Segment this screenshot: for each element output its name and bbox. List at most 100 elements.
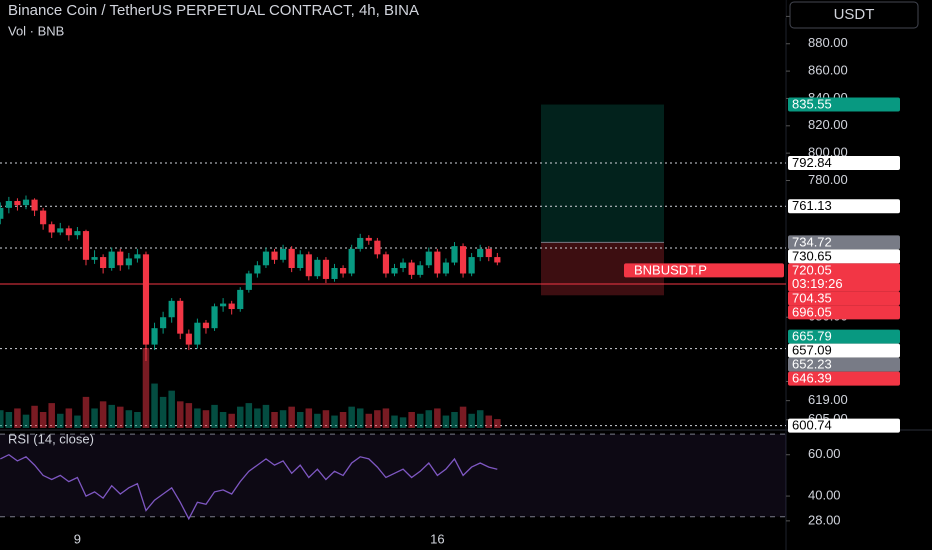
volume-bar [228,413,235,428]
candle-body [417,265,424,275]
candle-body [477,248,484,258]
candle-body [168,300,175,318]
y-tick-label: 619.00 [808,392,848,407]
candle-body [254,265,261,274]
target-zone [541,104,664,243]
volume-bar [142,348,150,428]
volume-bar [108,404,115,428]
volume-bar [391,415,398,428]
price-label: 734.72 [792,234,832,249]
candle-body [451,246,458,263]
candle-body [425,251,432,266]
price-label: 792.84 [792,155,832,170]
candle-body [322,259,330,279]
price-label-bg [788,155,900,170]
volume-bar [459,406,467,428]
rsi-line [0,453,498,521]
volume-bar [408,412,415,428]
candle-body [408,262,415,275]
volume-bar [91,408,98,428]
y-tick-label: 28.00 [808,512,841,527]
rsi-band-fill [0,434,786,517]
volume-bar [57,413,64,428]
candle-body [177,300,184,334]
volume-bar [168,390,175,428]
candle-body [365,237,372,241]
volume-bar [31,405,38,428]
price-label-bg [788,343,900,358]
volume-bar [202,410,210,428]
y-tick-label: 820.00 [808,117,848,132]
volume-bar [236,406,244,428]
volume-bar [476,410,484,428]
volume-bar [151,383,158,428]
candle-body [331,268,338,279]
volume-bar [271,412,278,428]
candle-body [271,251,278,260]
chart-title: Binance Coin / TetherUS PERPETUAL CONTRA… [8,2,419,19]
price-label: 835.55 [792,96,832,111]
y-tick-label: 60.00 [808,446,841,461]
candle-body [314,259,321,277]
candle-body [100,257,107,269]
candle-body [40,210,47,225]
price-label: 761.13 [792,198,832,213]
volume-bar [442,415,450,428]
symbol-label-bg [624,263,784,278]
header-bg [0,0,786,18]
candle-body [202,322,210,329]
volume-bar [468,413,475,428]
price-label-bg [788,235,900,250]
plot: 900.00880.00860.00840.00820.00800.00780.… [0,0,919,546]
price-label-bg [788,329,900,344]
volume-bar [5,412,13,428]
y-tick-label: 40.00 [808,488,841,503]
volume-bar [485,415,493,428]
price-label: 646.39 [792,371,832,386]
price-label-bg [788,249,900,264]
candle-body [339,268,347,274]
candle-body [399,262,407,269]
price-label-bg [788,291,900,306]
volume-bar [125,410,133,428]
candle-body [211,306,218,329]
volume-bar [314,413,321,428]
candle-body [434,251,441,274]
volume-bar [117,406,124,428]
volume-bar [416,413,424,428]
candle-body [237,289,244,310]
candle-body [151,328,158,345]
candle-body [459,246,467,274]
candle-body [74,231,81,236]
countdown: 03:19:26 [792,276,843,291]
candle-body [468,257,475,274]
volume-bar [262,404,270,428]
candle-body [374,240,381,255]
candle-body [228,303,235,310]
y-tick-label: 860.00 [808,63,848,78]
volume-bar [434,408,441,428]
candle-body [485,248,492,258]
volume-bar [185,403,193,428]
volume-bar [82,396,90,428]
volume-bar [279,410,287,428]
candle-body [125,258,132,266]
volume-bar [399,417,407,428]
volume-bar [74,415,81,428]
price-label: 652.23 [792,357,832,372]
volume-bar [254,408,261,428]
price-label: 665.79 [792,329,832,344]
volume-bar [365,413,373,428]
volume-bar [374,410,381,428]
currency-button: USDT [834,6,875,23]
price-label-bg [788,357,900,372]
y-tick-label: 880.00 [808,35,848,50]
volume-bar [348,406,355,428]
volume-bar [0,410,4,428]
price-label-bg [788,305,900,320]
candle-body [348,248,355,274]
x-tick-label: 16 [430,531,444,546]
candle-body [82,231,90,260]
